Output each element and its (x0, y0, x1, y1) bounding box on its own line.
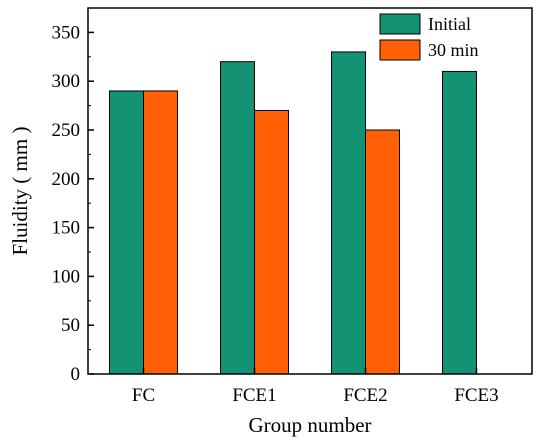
bar-30min-fce2 (365, 129, 400, 375)
y-tick-label: 250 (52, 120, 81, 141)
y-tick-label: 200 (52, 169, 81, 190)
bar-initial-fc (109, 90, 144, 375)
y-tick-label: 300 (52, 71, 81, 92)
x-tick-label: FCE1 (232, 385, 276, 406)
bar-initial-fce3 (442, 70, 477, 375)
x-axis-label: Group number (248, 413, 371, 437)
y-tick-label: 350 (52, 22, 81, 43)
bar-initial-fce1 (220, 61, 255, 375)
legend-label-initial: Initial (428, 14, 471, 34)
y-axis-label: Fluidity ( mm ) (8, 127, 32, 256)
bar-30min-fce1 (254, 109, 289, 375)
bar-initial-fce2 (331, 51, 366, 375)
legend-label-30min: 30 min (428, 40, 479, 60)
plot-frame (87, 7, 533, 375)
x-tick-label: FC (132, 385, 155, 406)
legend-swatch-initial (379, 13, 421, 35)
x-tick-label: FCE3 (454, 385, 498, 406)
y-tick-label: 150 (52, 218, 81, 239)
y-tick-label: 100 (52, 266, 81, 287)
legend-swatch-30min (379, 39, 421, 61)
y-tick-label: 0 (71, 364, 81, 385)
bar-30min-fc (143, 90, 178, 375)
y-tick-label: 50 (61, 315, 80, 336)
x-tick-label: FCE2 (343, 385, 387, 406)
